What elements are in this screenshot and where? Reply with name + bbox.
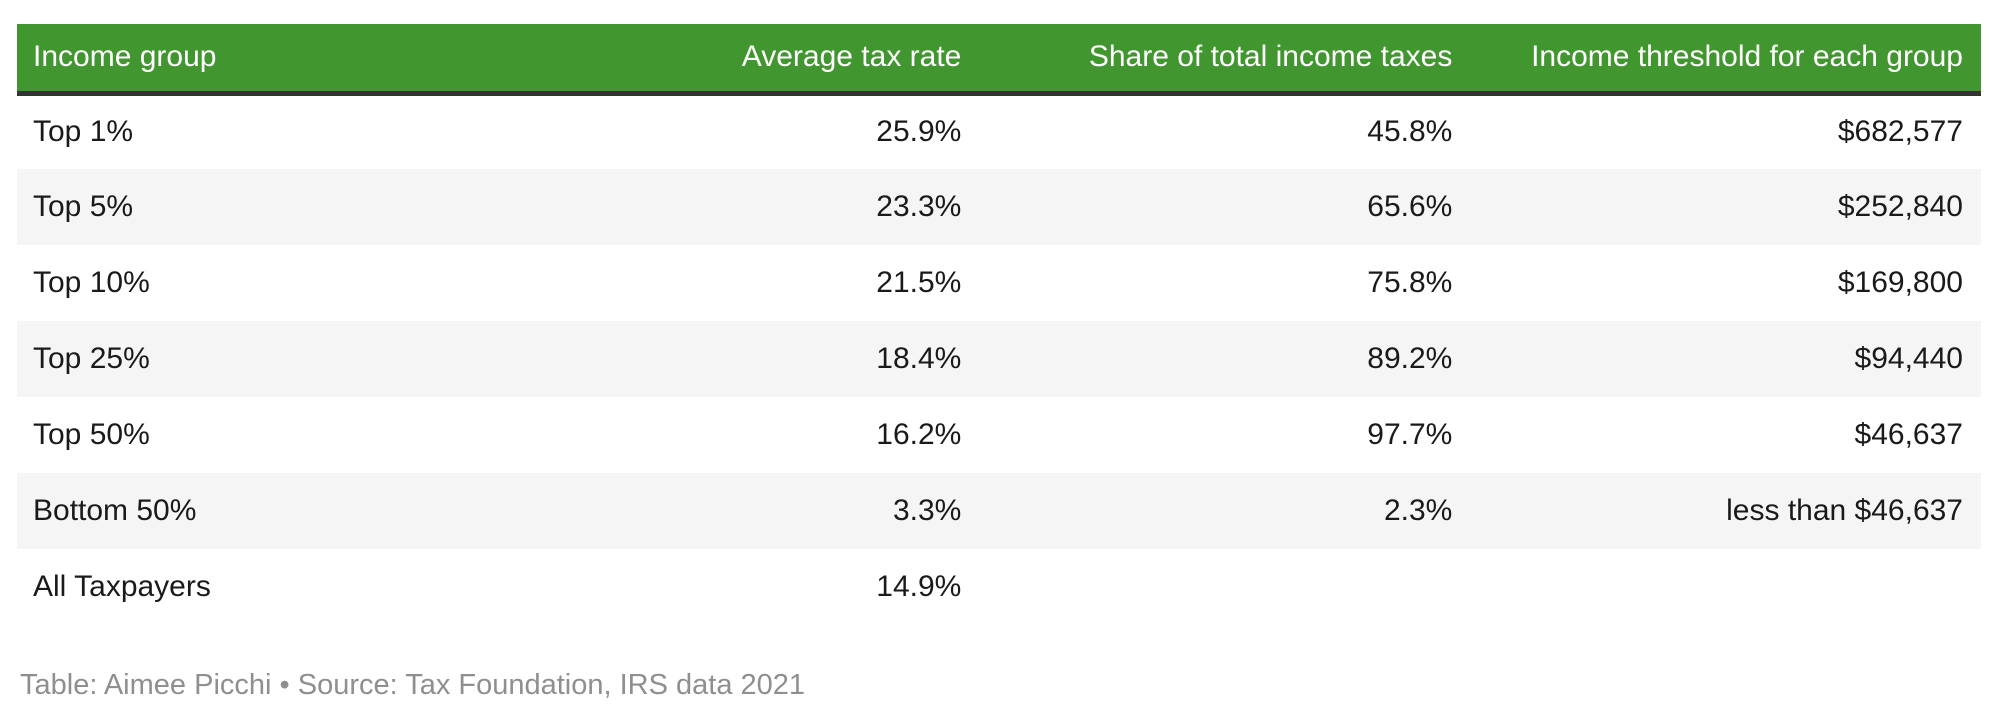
table-row: Top 1% 25.9% 45.8% $682,577 — [17, 93, 1981, 169]
header-row: Income group Average tax rate Share of t… — [17, 24, 1981, 96]
column-header-income-threshold: Income threshold for each group — [1470, 24, 1981, 96]
table-row: Top 50% 16.2% 97.7% $46,637 — [17, 397, 1981, 473]
value-cell: $46,637 — [1854, 418, 1963, 451]
row-label-cell: Top 5% — [33, 190, 134, 223]
value-cell — [979, 549, 1470, 625]
value-cell: 65.6% — [1367, 190, 1453, 223]
table-row: Top 5% 23.3% 65.6% $252,840 — [17, 169, 1981, 245]
value-cell: 25.9% — [876, 115, 962, 149]
value-cell: $252,840 — [1837, 190, 1963, 223]
table-credit: Table: Aimee Picchi • Source: Tax Founda… — [20, 669, 806, 701]
value-cell: 21.5% — [876, 266, 962, 299]
value-cell: 89.2% — [1367, 342, 1453, 375]
table-row: Bottom 50% 3.3% 2.3% less than $46,637 — [17, 473, 1981, 549]
data-table: Income group Average tax rate Share of t… — [17, 24, 1981, 625]
value-cell: 18.4% — [876, 342, 962, 375]
value-cell: 45.8% — [1367, 115, 1453, 149]
value-cell: 2.3% — [1383, 494, 1453, 527]
row-label-cell: Top 1% — [33, 115, 134, 149]
value-cell: 75.8% — [1367, 266, 1453, 299]
row-label-cell: Bottom 50% — [33, 494, 197, 527]
row-label-cell: All Taxpayers — [33, 570, 211, 603]
table-header: Income group Average tax rate Share of t… — [17, 24, 1981, 96]
value-cell: 97.7% — [1367, 418, 1453, 451]
table-row: All Taxpayers 14.9% — [17, 549, 1981, 625]
column-header-average-tax-rate: Average tax rate — [488, 24, 980, 96]
value-cell: 23.3% — [876, 190, 962, 223]
table-row: Top 25% 18.4% 89.2% $94,440 — [17, 321, 1981, 397]
column-header-share-of-taxes: Share of total income taxes — [979, 24, 1471, 96]
value-cell: 14.9% — [876, 570, 962, 603]
column-header-income-group: Income group — [17, 24, 489, 96]
value-cell: $169,800 — [1837, 266, 1963, 299]
value-cell: 3.3% — [892, 494, 962, 527]
row-label-cell: Top 50% — [33, 418, 150, 451]
value-cell: less than $46,637 — [1726, 494, 1963, 527]
income-tax-table: Income group Average tax rate Share of t… — [17, 24, 1981, 625]
value-cell — [1470, 549, 1981, 625]
table-body: Top 1% 25.9% 45.8% $682,577 Top 5% 23.3%… — [17, 93, 1981, 625]
value-cell: 16.2% — [876, 418, 962, 451]
value-cell: $682,577 — [1837, 115, 1963, 149]
table-row: Top 10% 21.5% 75.8% $169,800 — [17, 245, 1981, 321]
value-cell: $94,440 — [1854, 342, 1963, 375]
row-label-cell: Top 10% — [33, 266, 150, 299]
row-label-cell: Top 25% — [33, 342, 150, 375]
